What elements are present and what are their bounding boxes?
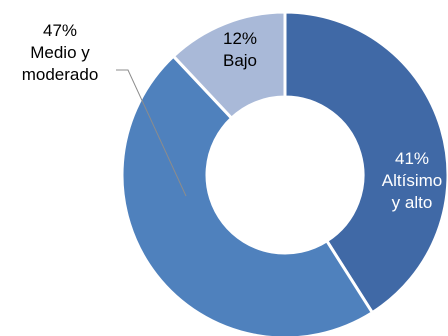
- data-label-medio-y-moderado: 47% Medio y moderado: [22, 21, 99, 84]
- donut-slices: [120, 10, 448, 336]
- data-labels: 41% Altísimo y alto 47% Medio y moderado 12% Ba…: [22, 21, 443, 212]
- leader-line-path: [116, 69, 187, 197]
- data-label-altisimo-y-alto: 41% Altísimo y alto: [382, 149, 442, 212]
- slice-altisimo-y-alto: [283, 10, 448, 315]
- data-label-bajo: 12% Bajo: [223, 29, 257, 70]
- slice-bajo: [171, 10, 287, 121]
- slice-medio-y-moderado: [120, 54, 375, 336]
